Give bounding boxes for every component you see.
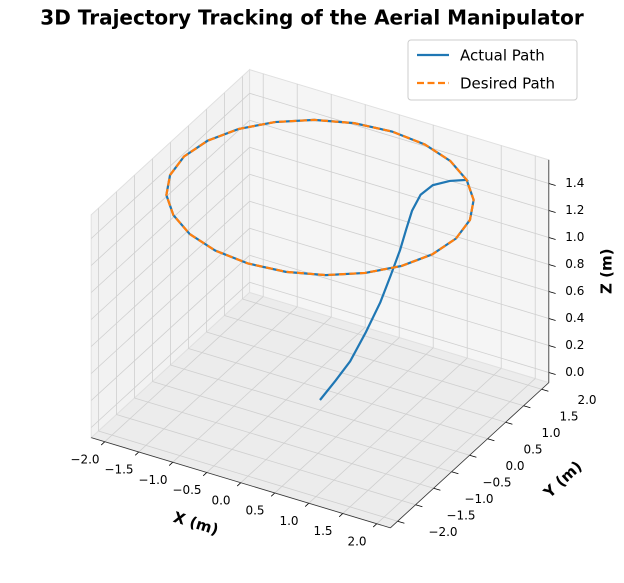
tick-mark: [469, 454, 477, 458]
grid-line: [249, 281, 549, 373]
z-tick-label: 0.4: [565, 311, 584, 325]
tick-mark: [505, 421, 513, 425]
tick-mark: [548, 372, 556, 375]
legend-label: Actual Path: [460, 47, 545, 65]
tick-mark: [541, 388, 549, 392]
grid-line: [134, 397, 434, 489]
grid-line: [90, 255, 250, 401]
tick-mark: [304, 502, 310, 507]
grid-line: [90, 282, 250, 428]
chart-title: 3D Trajectory Tracking of the Aerial Man…: [40, 6, 584, 30]
x-tick-label: −1.5: [104, 463, 133, 477]
grid-line: [206, 331, 506, 423]
y-tick-label: 0.5: [523, 443, 542, 457]
grid-line: [249, 92, 549, 184]
axis-line: [390, 382, 550, 529]
z-tick-label: 1.2: [565, 203, 584, 217]
z-tick-label: 1.4: [565, 176, 584, 190]
z-tick-label: 0.0: [565, 365, 584, 379]
grid-line: [249, 146, 549, 238]
legend: Actual Path Desired Path: [407, 39, 578, 101]
y-tick-label: −1.5: [446, 509, 475, 523]
grid-line: [152, 381, 452, 473]
x-tick-label: 0.5: [245, 504, 264, 518]
tick-mark: [100, 441, 106, 446]
z-axis-label: Z (m): [597, 249, 615, 294]
grid-line: [98, 430, 398, 522]
y-tick-label: −0.5: [482, 476, 511, 490]
grid-line: [116, 414, 416, 506]
axis-line: [91, 437, 391, 529]
x-tick-label: −1.0: [138, 473, 167, 487]
grid-line: [90, 201, 250, 347]
tick-mark: [134, 451, 140, 456]
x-tick-label: −2.0: [70, 452, 99, 466]
y-tick-label: 1.0: [541, 426, 560, 440]
x-axis-label: X (m): [171, 508, 220, 539]
tick-mark: [415, 504, 423, 508]
x-tick-label: 2.0: [347, 534, 366, 548]
grid-line: [90, 93, 250, 239]
grid-line: [90, 147, 250, 293]
tick-mark: [548, 345, 556, 348]
tick-mark: [433, 487, 441, 491]
grid-line: [90, 174, 250, 320]
z-tick-label: 0.2: [565, 338, 584, 352]
tick-mark: [372, 523, 378, 528]
tick-mark: [548, 291, 556, 294]
tick-mark: [548, 237, 556, 240]
grid-line: [188, 348, 488, 440]
grid-line: [249, 200, 549, 292]
tick-mark: [338, 513, 344, 518]
x-tick-label: 0.0: [211, 493, 230, 507]
legend-label: Desired Path: [460, 75, 555, 93]
z-tick-label: 0.8: [565, 257, 584, 271]
grid-line: [249, 119, 549, 211]
tick-mark: [270, 492, 276, 497]
grid-line: [249, 254, 549, 346]
grid-line: [249, 227, 549, 319]
y-axis-label: Y (m): [539, 457, 585, 502]
z-tick-label: 0.6: [565, 284, 584, 298]
x-tick-label: 1.5: [313, 524, 332, 538]
tick-mark: [548, 210, 556, 213]
tick-mark: [548, 183, 556, 186]
tick-mark: [548, 264, 556, 267]
y-tick-label: −2.0: [428, 525, 457, 539]
tick-mark: [397, 520, 405, 524]
tick-mark: [168, 461, 174, 466]
y-tick-label: 2.0: [577, 393, 596, 407]
tick-mark: [451, 471, 459, 475]
z-tick-label: 1.0: [565, 230, 584, 244]
legend-box: [407, 39, 578, 101]
grid-line: [90, 120, 250, 266]
tick-mark: [202, 472, 208, 477]
tick-mark: [236, 482, 242, 487]
x-tick-label: −0.5: [172, 483, 201, 497]
y-tick-label: 0.0: [505, 459, 524, 473]
grid-line: [170, 364, 470, 456]
tick-mark: [548, 318, 556, 321]
trajectory-line: [165, 118, 475, 277]
grid-line: [242, 298, 542, 390]
tick-mark: [487, 438, 495, 442]
grid-line: [249, 173, 549, 265]
x-tick-label: 1.0: [279, 514, 298, 528]
grid-line: [224, 315, 524, 407]
grid-line: [90, 228, 250, 374]
y-tick-label: −1.0: [464, 492, 493, 506]
tick-mark: [523, 405, 531, 409]
y-tick-label: 1.5: [559, 410, 578, 424]
